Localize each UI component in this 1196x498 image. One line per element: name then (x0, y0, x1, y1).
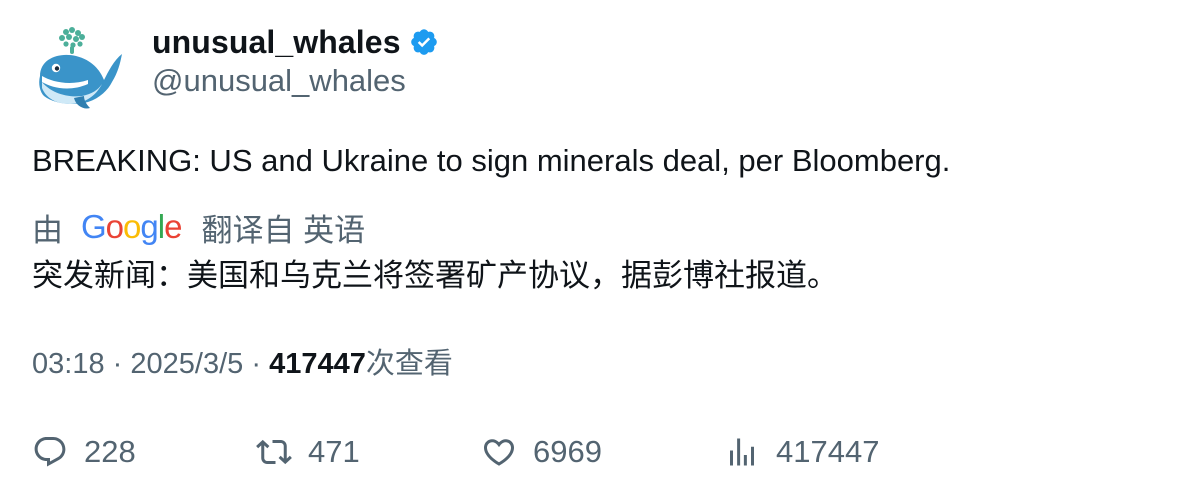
tweet-text: BREAKING: US and Ukraine to sign mineral… (32, 143, 951, 178)
google-logo: Google (81, 208, 182, 245)
views-label: 次查看 (365, 348, 453, 380)
author-name-row[interactable]: unusual_whales (152, 22, 439, 62)
tweet-time[interactable]: 03:18 (32, 348, 105, 380)
views-button[interactable]: 417447 (724, 430, 879, 474)
tweet-meta: 03:18 · 2025/3/5 · 417447次查看 (32, 345, 453, 383)
like-button[interactable]: 6969 (481, 430, 602, 474)
reply-button[interactable]: 228 (32, 430, 136, 474)
retweet-button[interactable]: 471 (256, 430, 360, 474)
translated-from-label: 翻译自 英语 (201, 212, 366, 248)
tweet-actions: 228 471 6969 417447 (32, 430, 1132, 474)
like-count: 6969 (533, 434, 602, 469)
author-handle[interactable]: @unusual_whales (152, 63, 406, 98)
meta-separator: · (251, 348, 261, 380)
translated-text: 突发新闻：美国和乌克兰将签署矿产协议，据彭博社报道。 (32, 258, 838, 293)
whale-avatar-icon (39, 27, 122, 109)
views-action-count: 417447 (776, 434, 880, 469)
analytics-icon (730, 438, 754, 466)
translation-attribution: 由 Google 翻译自 英语 (32, 207, 366, 248)
heart-icon (483, 439, 515, 466)
retweet-count: 471 (308, 434, 360, 469)
meta-separator: · (112, 348, 123, 380)
translated-by-label: 由 (32, 212, 63, 248)
avatar[interactable] (30, 26, 126, 112)
retweet-icon (256, 439, 292, 465)
tweet-date[interactable]: 2025/3/5 (130, 348, 244, 380)
reply-icon (34, 437, 66, 467)
verified-badge-icon[interactable] (409, 27, 439, 57)
author-display-name[interactable]: unusual_whales (152, 23, 401, 60)
reply-count: 228 (84, 434, 136, 469)
views-count: 417447 (269, 348, 366, 380)
